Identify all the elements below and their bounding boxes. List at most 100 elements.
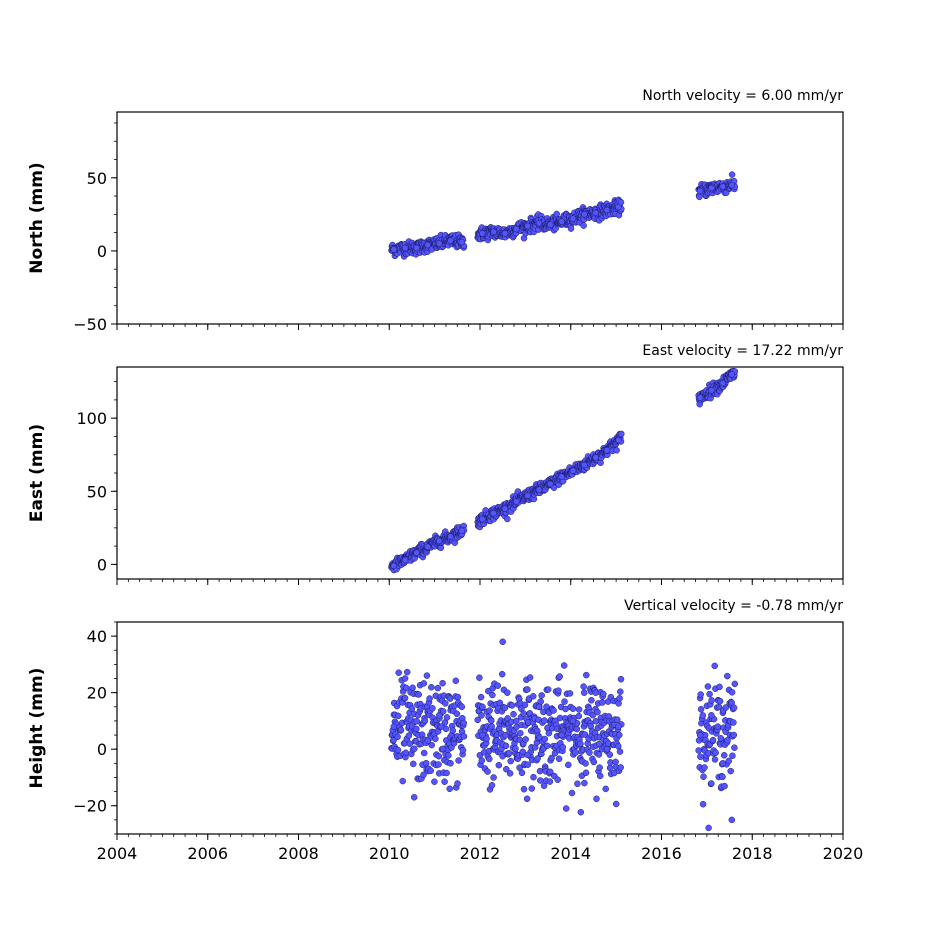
y-tick-label: 100 — [76, 409, 107, 428]
y-tick-label: −50 — [73, 315, 107, 334]
data-point — [458, 703, 466, 711]
data-point — [708, 184, 715, 192]
x-tick-label: 2008 — [278, 844, 319, 863]
data-point — [432, 735, 439, 743]
data-point — [479, 515, 486, 523]
data-point — [548, 754, 555, 762]
data-point — [615, 436, 622, 444]
data-point — [409, 684, 416, 692]
data-point — [581, 461, 588, 469]
data-point — [490, 228, 497, 236]
data-point — [496, 699, 504, 707]
data-point — [426, 695, 433, 702]
data-point — [477, 693, 485, 701]
data-point — [719, 760, 727, 767]
data-point — [553, 210, 560, 218]
data-point — [724, 672, 731, 680]
data-point — [573, 725, 581, 733]
data-point — [581, 779, 588, 787]
data-point — [439, 708, 447, 715]
data-point — [458, 238, 466, 246]
data-point — [569, 705, 577, 712]
data-point — [599, 699, 606, 706]
data-point — [420, 771, 427, 779]
data-point — [429, 705, 436, 712]
data-point — [701, 764, 708, 771]
data-point — [506, 770, 514, 777]
data-point — [413, 717, 420, 725]
data-point — [422, 759, 430, 767]
data-point — [452, 677, 460, 685]
data-point — [413, 244, 420, 252]
y-tick-label: 0 — [97, 555, 107, 574]
data-point — [521, 701, 529, 709]
data-point — [546, 778, 554, 785]
data-point — [536, 767, 544, 775]
y-tick-label: 20 — [87, 684, 107, 703]
data-point — [455, 757, 462, 764]
data-point — [600, 690, 607, 698]
data-point — [544, 686, 552, 693]
data-point — [700, 773, 707, 780]
data-point — [435, 240, 443, 247]
data-point — [724, 737, 731, 744]
data-point — [535, 219, 543, 227]
data-point — [617, 675, 625, 683]
data-point — [545, 729, 553, 737]
data-point — [590, 758, 598, 766]
data-point — [401, 694, 409, 702]
data-point — [513, 498, 520, 505]
data-point — [603, 447, 611, 454]
data-point — [524, 222, 531, 230]
data-point — [580, 222, 587, 229]
data-point — [699, 800, 707, 808]
data-point — [708, 697, 715, 704]
panel-east: 0 50 100 East (mm) East velocity = 17.22 mm/… — [27, 343, 844, 585]
data-point — [696, 187, 704, 195]
data-point — [428, 741, 435, 749]
data-point — [593, 795, 600, 803]
data-point — [731, 680, 739, 688]
data-point — [728, 816, 736, 824]
data-point — [435, 752, 443, 760]
data-point — [728, 181, 736, 189]
y-tick-label: 0 — [97, 242, 107, 261]
data-point — [459, 746, 467, 754]
data-point — [526, 674, 534, 681]
data-point — [706, 690, 713, 698]
data-point — [708, 712, 715, 719]
data-point — [574, 780, 581, 788]
data-point — [488, 717, 495, 724]
data-point — [402, 749, 410, 757]
data-point — [547, 480, 554, 488]
y-tick-label: 0 — [97, 740, 107, 759]
data-point — [460, 719, 467, 727]
data-point — [569, 717, 577, 725]
data-point — [507, 757, 514, 765]
data-point — [513, 717, 520, 725]
y-tick-label: 50 — [87, 482, 107, 501]
data-point — [447, 760, 454, 767]
data-point — [592, 718, 600, 725]
panel-title-north: North velocity = 6.00 mm/yr — [642, 88, 843, 104]
data-point — [565, 761, 572, 769]
data-point — [618, 430, 625, 438]
data-point — [720, 752, 728, 759]
data-point — [559, 743, 567, 751]
data-point — [572, 749, 579, 756]
data-point — [498, 670, 506, 678]
panel-title-height: Vertical velocity = -0.78 mm/yr — [624, 598, 843, 614]
data-point — [486, 707, 493, 714]
data-point — [581, 731, 589, 738]
y-tick-label: 40 — [87, 627, 107, 646]
data-point — [458, 527, 466, 535]
data-point — [524, 751, 531, 759]
data-point — [524, 492, 531, 499]
data-point — [697, 753, 704, 760]
data-point — [730, 719, 737, 726]
data-point — [615, 723, 622, 730]
data-point — [719, 183, 727, 190]
data-point — [725, 757, 732, 765]
data-point — [696, 731, 704, 739]
data-point — [577, 808, 585, 816]
